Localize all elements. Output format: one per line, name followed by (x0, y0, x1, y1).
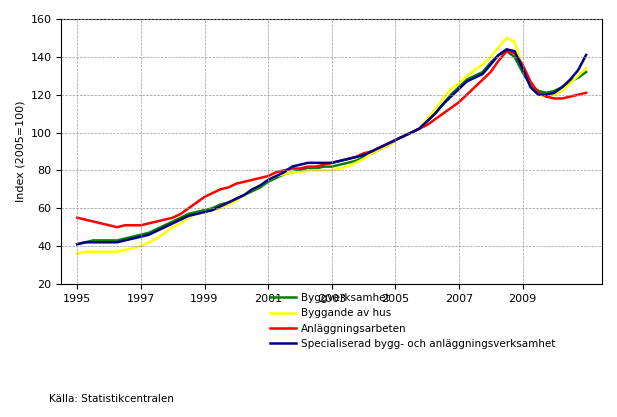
Anläggningsarbeten (296, 166, 304, 171)
Byggverksamhet (582, 70, 590, 75)
Specialiserad bygg- och anläggningsverksamhet (566, 77, 574, 82)
Byggverksamhet (566, 79, 574, 84)
Anläggningsarbeten (566, 94, 574, 99)
Y-axis label: Index (2005=100): Index (2005=100) (15, 101, 25, 202)
Byggande av hus (193, 211, 201, 216)
Specialiserad bygg- och anläggningsverksamhet (503, 47, 510, 52)
Line: Byggverksamhet: Byggverksamhet (77, 51, 586, 244)
Byggverksamhet (193, 209, 201, 214)
Byggande av hus (582, 66, 590, 71)
Byggverksamhet (73, 242, 81, 247)
Specialiserad bygg- och anläggningsverksamhet (73, 242, 81, 247)
Byggverksamhet (336, 162, 343, 167)
Specialiserad bygg- och anläggningsverksamhet (288, 164, 296, 169)
Anläggningsarbeten (527, 79, 534, 84)
Specialiserad bygg- och anläggningsverksamhet (582, 53, 590, 58)
Specialiserad bygg- och anläggningsverksamhet (519, 66, 526, 71)
Byggverksamhet (288, 170, 296, 175)
Anläggningsarbeten (73, 215, 81, 220)
Anläggningsarbeten (201, 194, 208, 199)
Byggande av hus (503, 35, 510, 40)
Byggverksamhet (503, 49, 510, 54)
Anläggningsarbeten (114, 225, 121, 230)
Byggverksamhet (519, 70, 526, 75)
Byggverksamhet (225, 200, 232, 205)
Specialiserad bygg- och anläggningsverksamhet (225, 200, 232, 205)
Line: Specialiserad bygg- och anläggningsverksamhet: Specialiserad bygg- och anläggningsverks… (77, 49, 586, 244)
Legend: Byggverksamhet, Byggande av hus, Anläggningsarbeten, Specialiserad bygg- och anl: Byggverksamhet, Byggande av hus, Anläggn… (266, 289, 560, 353)
Byggande av hus (566, 81, 574, 86)
Specialiserad bygg- och anläggningsverksamhet (193, 211, 201, 216)
Anläggningsarbeten (503, 49, 510, 54)
Anläggningsarbeten (582, 90, 590, 95)
Anläggningsarbeten (233, 181, 240, 186)
Byggande av hus (336, 166, 343, 171)
Specialiserad bygg- och anläggningsverksamhet (336, 158, 343, 163)
Byggande av hus (73, 251, 81, 256)
Line: Byggande av hus: Byggande av hus (77, 38, 586, 254)
Byggande av hus (288, 170, 296, 175)
Text: Källa: Statistikcentralen: Källa: Statistikcentralen (49, 394, 174, 404)
Byggande av hus (225, 202, 232, 207)
Byggande av hus (519, 64, 526, 69)
Anläggningsarbeten (344, 156, 351, 161)
Line: Anläggningsarbeten: Anläggningsarbeten (77, 51, 586, 227)
